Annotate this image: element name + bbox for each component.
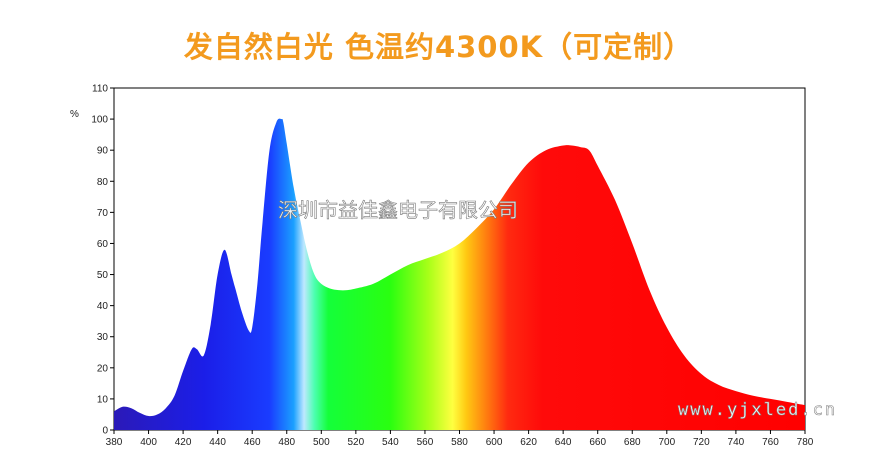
y-tick-label: 0 [102, 426, 108, 437]
x-tick-label: 740 [728, 437, 745, 448]
y-tick-label: 30 [97, 332, 109, 343]
y-tick-label: 100 [91, 115, 108, 126]
y-axis: 0 10 20 30 40 50 60 70 80 90 100 110 [91, 84, 114, 437]
x-tick-label: 540 [382, 437, 399, 448]
x-tick-label: 380 [106, 437, 123, 448]
x-tick-label: 620 [520, 437, 537, 448]
y-tick-label: 90 [97, 146, 109, 157]
x-tick-label: 440 [209, 437, 226, 448]
site-watermark: www.yjxled.cn [678, 400, 837, 420]
y-tick-label: 80 [97, 177, 109, 188]
x-tick-label: 720 [693, 437, 710, 448]
x-tick-label: 780 [797, 437, 814, 448]
y-tick-label: 40 [97, 301, 109, 312]
x-tick-label: 660 [589, 437, 606, 448]
y-tick-label: 70 [97, 208, 109, 219]
x-tick-label: 700 [658, 437, 675, 448]
x-tick-label: 480 [278, 437, 295, 448]
x-tick-label: 560 [417, 437, 434, 448]
x-tick-label: 500 [313, 437, 330, 448]
y-tick-label: 50 [97, 270, 109, 281]
x-tick-label: 640 [555, 437, 572, 448]
x-tick-label: 460 [244, 437, 261, 448]
y-axis-unit: % [70, 109, 79, 120]
spectrum-area [114, 118, 805, 430]
y-tick-label: 60 [97, 239, 109, 250]
x-tick-label: 520 [348, 437, 365, 448]
x-tick-label: 400 [140, 437, 157, 448]
y-tick-label: 110 [92, 84, 108, 95]
x-tick-label: 680 [624, 437, 641, 448]
x-tick-label: 600 [486, 437, 503, 448]
x-tick-label: 580 [451, 437, 468, 448]
x-tick-label: 760 [762, 437, 779, 448]
chart-title: 发自然白光 色温约4300K（可定制） [183, 30, 694, 64]
y-tick-label: 10 [97, 394, 109, 405]
company-watermark: 深圳市益佳鑫电子有限公司 [278, 198, 518, 222]
x-axis: 380 400 420 440 460 480 500 520 540 560 580 600 620 6… [106, 430, 814, 448]
y-tick-label: 20 [97, 363, 109, 374]
x-tick-label: 420 [175, 437, 192, 448]
